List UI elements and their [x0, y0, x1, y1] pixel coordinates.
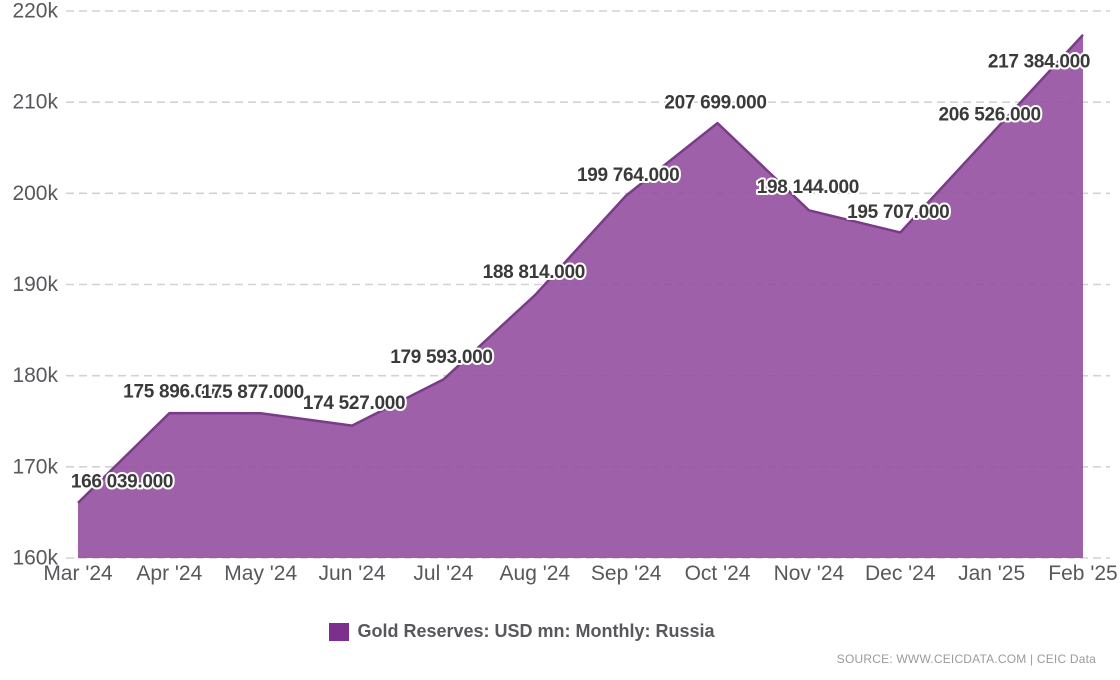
legend-label: Gold Reserves: USD mn: Monthly: Russia [357, 621, 715, 641]
y-axis-tick-labels: 160k 170k 180k 190k 200k 210k 220k [12, 0, 58, 570]
x-tick-label: Mar '24 [43, 562, 113, 585]
series [77, 33, 1084, 559]
data-point-label: 175 896.000 [123, 382, 225, 403]
data-point-label: 166 039.000 [71, 471, 173, 492]
y-tick-label: 160k [12, 547, 58, 570]
x-tick-label: May '24 [224, 562, 297, 585]
x-tick-label: Feb '25 [1048, 562, 1117, 585]
data-point-label: 198 144.000 [757, 177, 859, 198]
x-tick-label: Oct '24 [685, 562, 751, 585]
legend-swatch-icon [329, 622, 350, 641]
data-point-label: 195 707.000 [847, 202, 949, 223]
y-tick-label: 180k [12, 364, 58, 387]
data-point-label: 188 814.000 [483, 262, 585, 283]
data-point-label: 217 384.000 [988, 51, 1090, 72]
source-attribution: SOURCE: WWW.CEICDATA.COM | CEIC Data [836, 652, 1096, 666]
x-tick-label: Aug '24 [500, 562, 571, 585]
x-tick-label: Jul '24 [413, 562, 473, 585]
x-tick-label: Nov '24 [774, 562, 845, 585]
x-tick-label: Apr '24 [136, 562, 202, 585]
legend-item[interactable]: Gold Reserves: USD mn: Monthly: Russia [0, 621, 1120, 642]
x-axis-tick-labels: Mar '24 Apr '24 May '24 Jun '24 Jul '24 Aug '… [43, 562, 1117, 585]
x-tick-label: Jun '24 [319, 562, 386, 585]
data-point-label: 207 699.000 [664, 93, 766, 114]
data-point-label: 206 526.000 [938, 104, 1040, 125]
x-tick-label: Jan '25 [958, 562, 1025, 585]
y-tick-label: 210k [12, 91, 58, 114]
series-line [77, 33, 1084, 504]
y-tick-label: 170k [12, 455, 58, 478]
data-point-label: 174 527.000 [303, 393, 405, 414]
data-point-label: 179 593.000 [390, 347, 492, 368]
x-tick-label: Dec '24 [865, 562, 936, 585]
data-point-label: 199 764.000 [577, 165, 679, 186]
x-tick-label: Sep '24 [591, 562, 662, 585]
series-area[interactable] [78, 34, 1083, 559]
y-tick-label: 200k [12, 182, 58, 205]
data-point-label: 175 877.000 [202, 382, 304, 403]
y-tick-label: 190k [12, 273, 58, 296]
y-tick-label: 220k [12, 0, 58, 23]
